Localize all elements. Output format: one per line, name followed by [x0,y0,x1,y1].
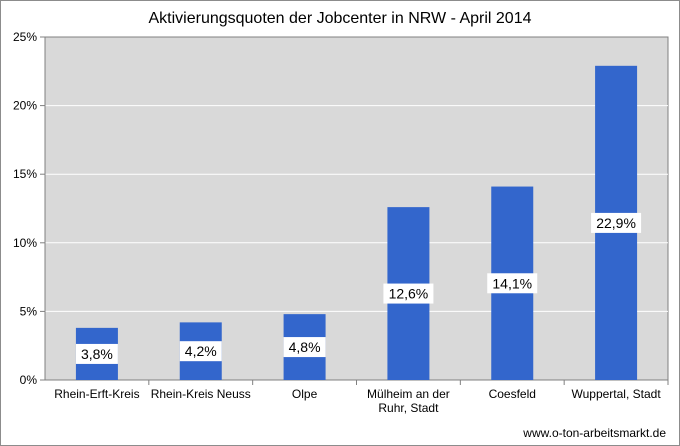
y-tick-label: 5% [20,304,38,318]
y-tick-label: 15% [13,167,37,181]
x-tick-label: Rhein-Kreis Neuss [151,387,251,401]
data-label-box [487,273,538,294]
source-label: www.o-ton-arbeitsmarkt.de [523,426,666,440]
data-label: 22,9% [596,215,636,231]
plot-area [44,36,669,381]
x-tick-label: Wuppertal, Stadt [571,387,661,401]
data-label-box [383,283,434,304]
data-label-box [283,337,326,358]
y-tick-label: 20% [13,99,37,113]
x-tick-label: Ruhr, Stadt [378,401,439,415]
data-label: 12,6% [389,286,429,302]
y-tick-label: 10% [13,236,37,250]
data-label: 14,1% [492,275,532,291]
x-tick-label: Coesfeld [489,387,536,401]
x-tick-label: Mülheim an der [367,387,450,401]
data-label-box [179,341,222,362]
data-label: 3,8% [81,346,113,362]
x-tick-label: Rhein-Erft-Kreis [54,387,139,401]
y-tick-label: 0% [20,373,38,387]
chart-title: Aktivierungsquoten der Jobcenter in NRW … [148,10,531,27]
data-label: 4,2% [185,343,217,359]
data-label: 4,8% [289,339,321,355]
y-tick-label: 25% [13,30,37,44]
data-label-box [591,212,642,233]
data-label-box [75,343,118,364]
x-tick-label: Olpe [292,387,318,401]
